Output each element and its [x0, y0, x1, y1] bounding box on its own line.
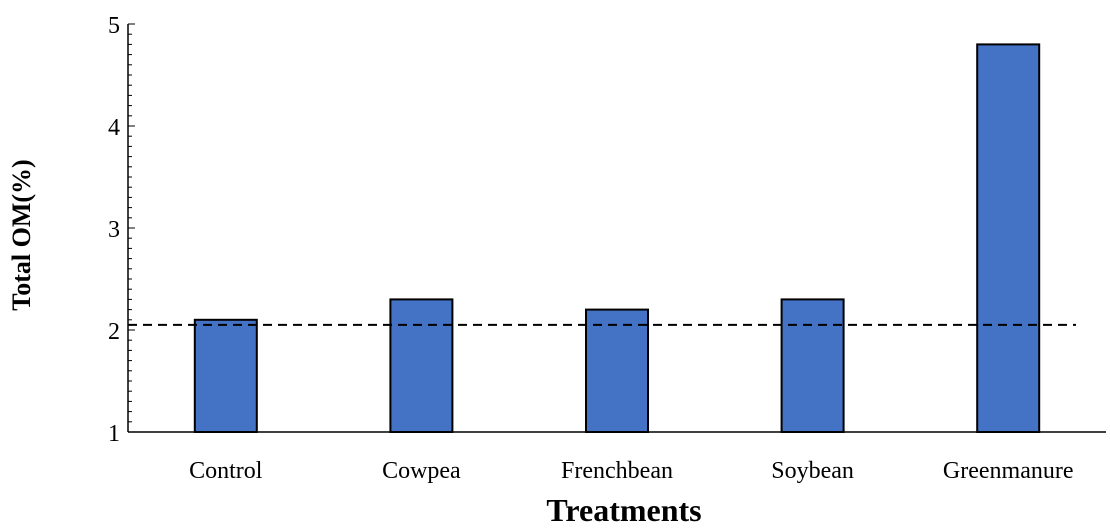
- x-tick-label: Greenmanure: [943, 458, 1074, 484]
- x-tick-labels: Control Cowpea Frenchbean Soybean Greenmanur…: [189, 458, 1073, 484]
- x-tick-label: Soybean: [771, 458, 854, 484]
- y-tick-label: 1: [108, 421, 120, 447]
- bar-control: [193, 318, 258, 433]
- bar-frenchbean: [585, 308, 649, 434]
- y-tick-label: 2: [108, 319, 120, 345]
- y-ticks: 1 2 3 4 5: [108, 13, 135, 447]
- x-axis-title: Treatments: [546, 492, 701, 528]
- y-tick-label: 3: [108, 217, 120, 243]
- bar-greenmanure: [976, 43, 1041, 434]
- x-tick-label: Cowpea: [382, 458, 461, 484]
- x-tick-label: Frenchbean: [561, 458, 673, 484]
- y-tick-label: 5: [108, 13, 120, 39]
- bar-cowpea: [389, 298, 454, 433]
- y-tick-label: 4: [108, 115, 120, 141]
- y-axis-title: Total OM(%): [7, 159, 36, 310]
- x-tick-label: Control: [189, 458, 263, 484]
- bar-soybean: [780, 298, 845, 433]
- bars-group: [193, 43, 1041, 434]
